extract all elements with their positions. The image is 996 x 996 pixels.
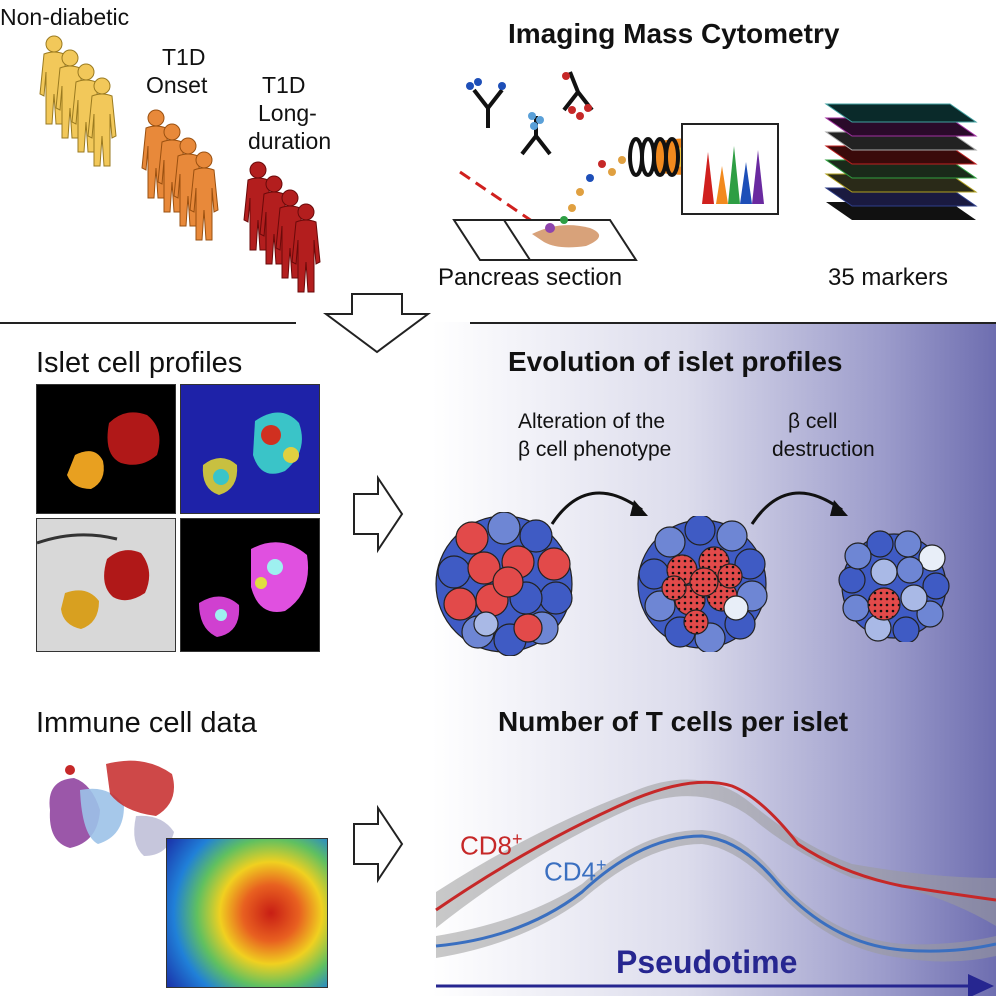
patient-silhouettes — [39, 35, 321, 293]
cd4-label: CD4+ — [544, 852, 607, 886]
label-non-diabetic: Non-diabetic — [0, 4, 130, 30]
immune-data-title: Immune cell data — [36, 707, 257, 739]
islet-image-grayscale — [36, 518, 176, 652]
imc-title: Imaging Mass Cytometry — [508, 18, 840, 49]
divider-left — [0, 322, 296, 324]
islet-image-phenotypes — [180, 518, 320, 652]
label-pancreas-section: Pancreas section — [438, 264, 623, 291]
antibody-icon — [562, 71, 594, 112]
curved-arrow-icon — [750, 491, 848, 525]
islet-altered-icon — [637, 516, 768, 652]
cd4-line — [435, 834, 996, 953]
cd8-superscript: + — [512, 829, 523, 849]
islet-image-segmentation — [36, 384, 176, 514]
right-arrow-icon — [353, 474, 404, 554]
curved-arrow-icon — [550, 491, 648, 525]
islet-destroyed-icon — [838, 530, 950, 642]
label-t1d-onset-2: Onset — [146, 72, 208, 98]
down-arrow-icon — [322, 293, 432, 354]
marker-stack-icon — [824, 103, 978, 220]
step1-line1: Alteration of the — [518, 410, 666, 433]
label-t1d-long-1: T1D — [262, 72, 306, 98]
step1-line2: β cell phenotype — [518, 438, 672, 461]
label-35-markers: 35 markers — [828, 264, 949, 291]
heatmap-image — [166, 838, 328, 988]
arrow-right-icon — [968, 974, 994, 996]
tcells-title: Number of T cells per islet — [498, 706, 849, 737]
cd4-confidence-band — [436, 830, 996, 962]
tcells-chart — [435, 779, 996, 996]
imc-illustration — [452, 71, 978, 261]
right-arrow-icon — [353, 804, 404, 884]
cd8-confidence-band — [436, 779, 996, 928]
label-t1d-long-2: Long- — [258, 100, 317, 126]
step2-line1: β cell — [788, 410, 838, 433]
islet-profiles-title: Islet cell profiles — [36, 347, 243, 379]
tsne-plot-icon — [49, 760, 174, 856]
antibody-icon — [472, 88, 504, 128]
cd8-line — [435, 780, 996, 912]
evolution-title: Evolution of islet profiles — [508, 346, 843, 377]
cd8-label: CD8+ — [460, 826, 523, 860]
cd4-label-text: CD4 — [544, 856, 597, 887]
mass-spectrum-icon — [681, 123, 779, 215]
label-t1d-onset-1: T1D — [162, 44, 206, 70]
islet-image-cell-types — [180, 384, 320, 514]
label-t1d-long-3: duration — [248, 128, 332, 154]
step2-line2: destruction — [772, 438, 875, 461]
cd8-label-text: CD8 — [460, 830, 513, 861]
pseudotime-label: Pseudotime — [616, 944, 798, 980]
divider-right — [470, 322, 996, 324]
cd4-superscript: + — [596, 855, 607, 875]
islet-healthy-icon — [435, 512, 573, 656]
antibody-icon — [520, 116, 552, 156]
